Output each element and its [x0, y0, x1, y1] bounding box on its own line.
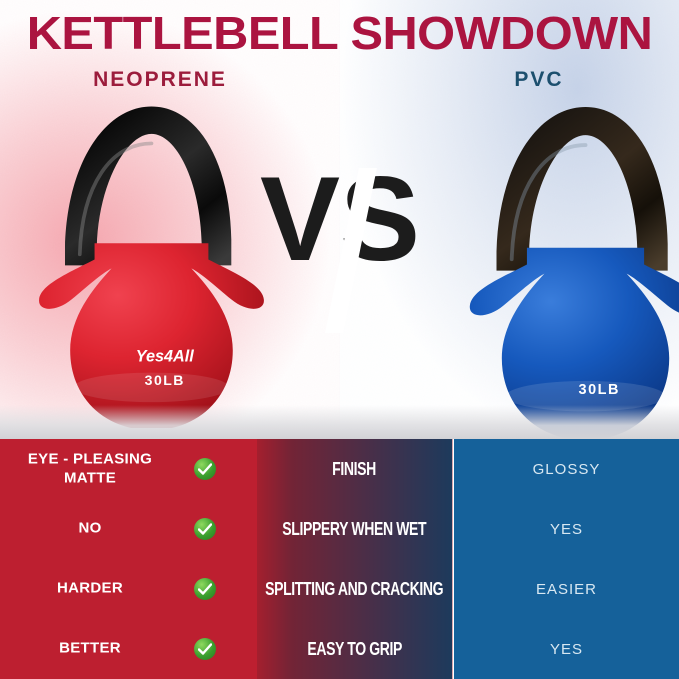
svg-text:30LB: 30LB [145, 372, 185, 388]
svg-text:30LB: 30LB [579, 382, 620, 398]
svg-text:Yes4All: Yes4All [136, 347, 195, 365]
